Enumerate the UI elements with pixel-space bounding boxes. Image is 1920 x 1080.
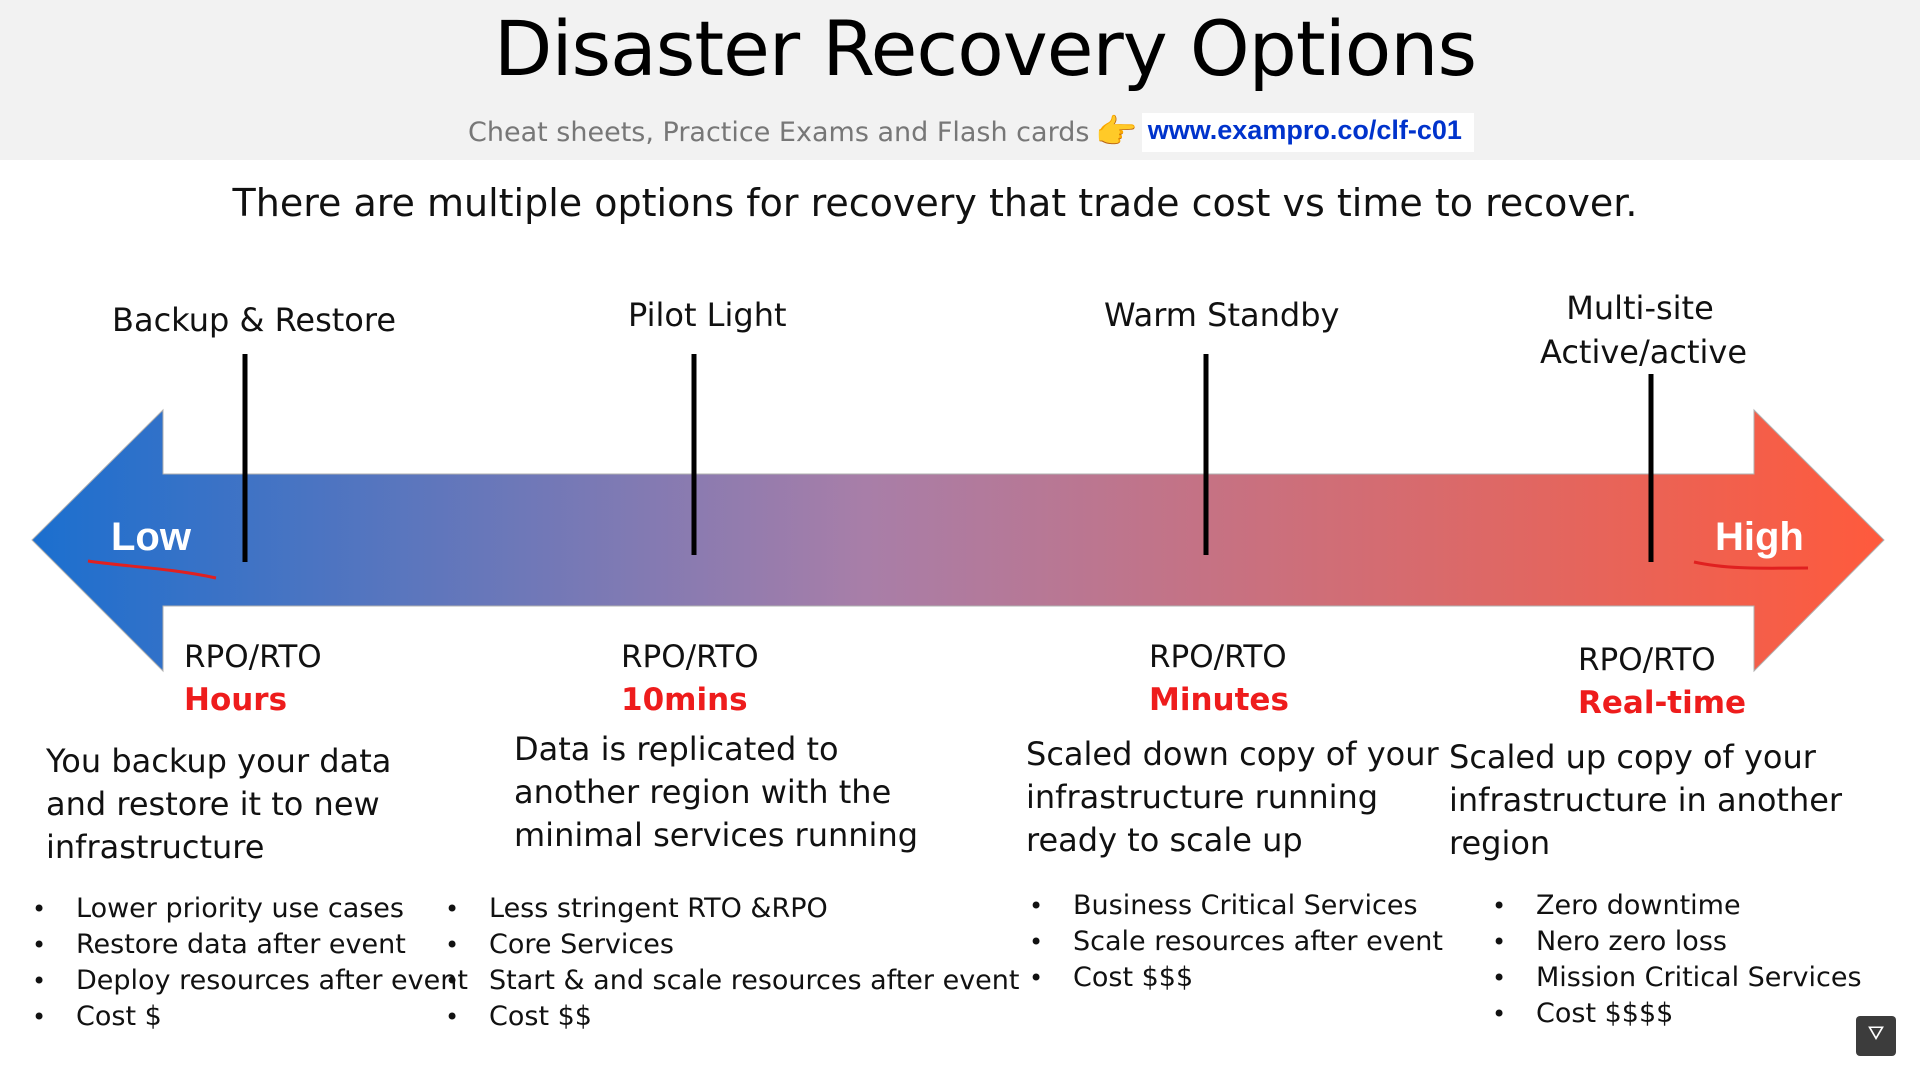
option-name-multi-site: Multi-site Active/active (1540, 286, 1748, 374)
description-line: Data is replicated to (514, 730, 839, 768)
description-line: another region with the (514, 773, 892, 811)
list-item: Deploy resources after event (30, 963, 468, 999)
list-item: Zero downtime (1490, 888, 1862, 924)
list-item: Business Critical Services (1027, 888, 1443, 924)
list-item: Lower priority use cases (30, 891, 468, 927)
bullets-multi-site: Zero downtime Nero zero loss Mission Cri… (1490, 888, 1862, 1032)
description-line: ready to scale up (1026, 821, 1303, 859)
description-line: minimal services running (514, 816, 919, 854)
list-item: Cost $$$ (1027, 960, 1443, 996)
option-name-pilot-light: Pilot Light (628, 296, 787, 334)
exampro-link[interactable]: www.exampro.co/clf-c01 (1141, 112, 1474, 152)
description-line: and restore it to new (46, 785, 380, 823)
list-item: Less stringent RTO &RPO (443, 891, 1020, 927)
description-line: You backup your data (46, 742, 392, 780)
high-label: High (1715, 515, 1804, 559)
description-line: region (1449, 824, 1551, 862)
list-item: Cost $$ (443, 999, 1020, 1035)
rpo-time: Real-time (1578, 685, 1747, 721)
description-line: Scaled down copy of your (1026, 735, 1439, 773)
subscribe-icon[interactable]: ⛛ (1856, 1016, 1896, 1056)
option-name-warm-standby: Warm Standby (1104, 296, 1340, 334)
option-name-backup-restore: Backup & Restore (112, 301, 397, 339)
rpo-time: 10mins (621, 682, 748, 718)
header-banner: Disaster Recovery Options Cheat sheets, … (0, 0, 1920, 160)
rpo-label: RPO/RTO (621, 639, 759, 675)
description-backup-restore: You backup your data and restore it to n… (46, 740, 391, 869)
description-line: infrastructure (46, 828, 265, 866)
description-warm-standby: Scaled down copy of your infrastructure … (1026, 733, 1439, 862)
rpo-label: RPO/RTO (184, 639, 322, 675)
bullets-pilot-light: Less stringent RTO &RPO Core Services St… (443, 891, 1020, 1035)
list-item: Mission Critical Services (1490, 960, 1862, 996)
list-item: Restore data after event (30, 927, 468, 963)
list-item: Scale resources after event (1027, 924, 1443, 960)
list-item: Nero zero loss (1490, 924, 1862, 960)
description-line: infrastructure running (1026, 778, 1379, 816)
high-underline (1693, 560, 1809, 570)
bullets-warm-standby: Business Critical Services Scale resourc… (1027, 888, 1443, 996)
rpo-pilot-light: RPO/RTO 10mins (621, 636, 759, 722)
list-item: Start & and scale resources after event (443, 963, 1020, 999)
rpo-warm-standby: RPO/RTO Minutes (1149, 636, 1289, 722)
list-item: Cost $$$$ (1490, 996, 1862, 1032)
list-item: Cost $ (30, 999, 468, 1035)
arrow-body (31, 408, 1885, 673)
description-pilot-light: Data is replicated to another region wit… (514, 728, 918, 857)
option-name-multi-site-line1: Multi-site (1566, 289, 1714, 327)
low-label: Low (111, 515, 191, 559)
list-item: Core Services (443, 927, 1020, 963)
rpo-label: RPO/RTO (1149, 639, 1287, 675)
rpo-time: Hours (184, 682, 288, 718)
description-multi-site: Scaled up copy of your infrastructure in… (1449, 736, 1842, 865)
description-line: infrastructure in another (1449, 781, 1843, 819)
page-title: Disaster Recovery Options (493, 4, 1477, 93)
description-line: Scaled up copy of your (1449, 738, 1816, 776)
rpo-backup-restore: RPO/RTO Hours (184, 636, 322, 722)
option-name-multi-site-line2: Active/active (1540, 333, 1748, 371)
rpo-multi-site: RPO/RTO Real-time (1578, 639, 1746, 725)
bullets-backup-restore: Lower priority use cases Restore data af… (30, 891, 468, 1035)
pointing-hand-icon: 👉 (1095, 112, 1138, 152)
low-underline (87, 559, 217, 580)
rpo-time: Minutes (1149, 682, 1289, 718)
subtitle-row: Cheat sheets, Practice Exams and Flash c… (468, 112, 1474, 152)
subtitle-text: Cheat sheets, Practice Exams and Flash c… (468, 116, 1090, 148)
rpo-label: RPO/RTO (1578, 642, 1716, 678)
intro-text: There are multiple options for recovery … (232, 181, 1638, 225)
